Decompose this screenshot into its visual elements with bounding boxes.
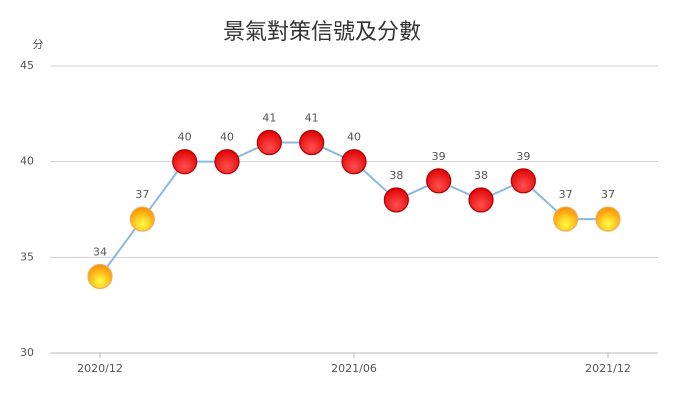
y-tick-label: 30 (20, 346, 34, 359)
data-label: 40 (347, 131, 361, 144)
chart-title: 景氣對策信號及分數 (223, 20, 421, 45)
y-tick-label: 35 (20, 250, 34, 263)
y-axis-label: 分 (33, 38, 44, 51)
marker (341, 149, 367, 175)
x-tick-label: 2021/12 (585, 362, 631, 375)
data-label: 34 (93, 245, 107, 258)
data-label: 41 (262, 112, 276, 125)
y-tick-label: 45 (20, 59, 34, 72)
data-label: 38 (474, 169, 488, 182)
data-label: 37 (135, 188, 149, 201)
marker (299, 129, 325, 156)
data-label: 38 (389, 169, 403, 182)
data-label: 41 (305, 112, 319, 125)
data-label: 40 (220, 131, 234, 144)
data-label: 40 (178, 131, 192, 144)
marker (468, 187, 494, 213)
data-label: 37 (601, 188, 615, 201)
y-tick-label: 40 (20, 155, 34, 168)
data-label: 37 (559, 188, 573, 201)
data-label: 39 (516, 150, 530, 163)
marker (87, 263, 113, 290)
marker (510, 168, 536, 194)
marker (172, 149, 198, 175)
marker (595, 206, 621, 232)
marker (256, 129, 282, 156)
marker (214, 149, 240, 175)
marker (426, 168, 452, 194)
marker (129, 206, 155, 232)
x-tick-label: 2021/06 (331, 362, 377, 375)
data-label: 39 (432, 150, 446, 163)
marker (383, 187, 409, 213)
x-tick-label: 2020/12 (77, 362, 123, 375)
marker (553, 206, 579, 232)
